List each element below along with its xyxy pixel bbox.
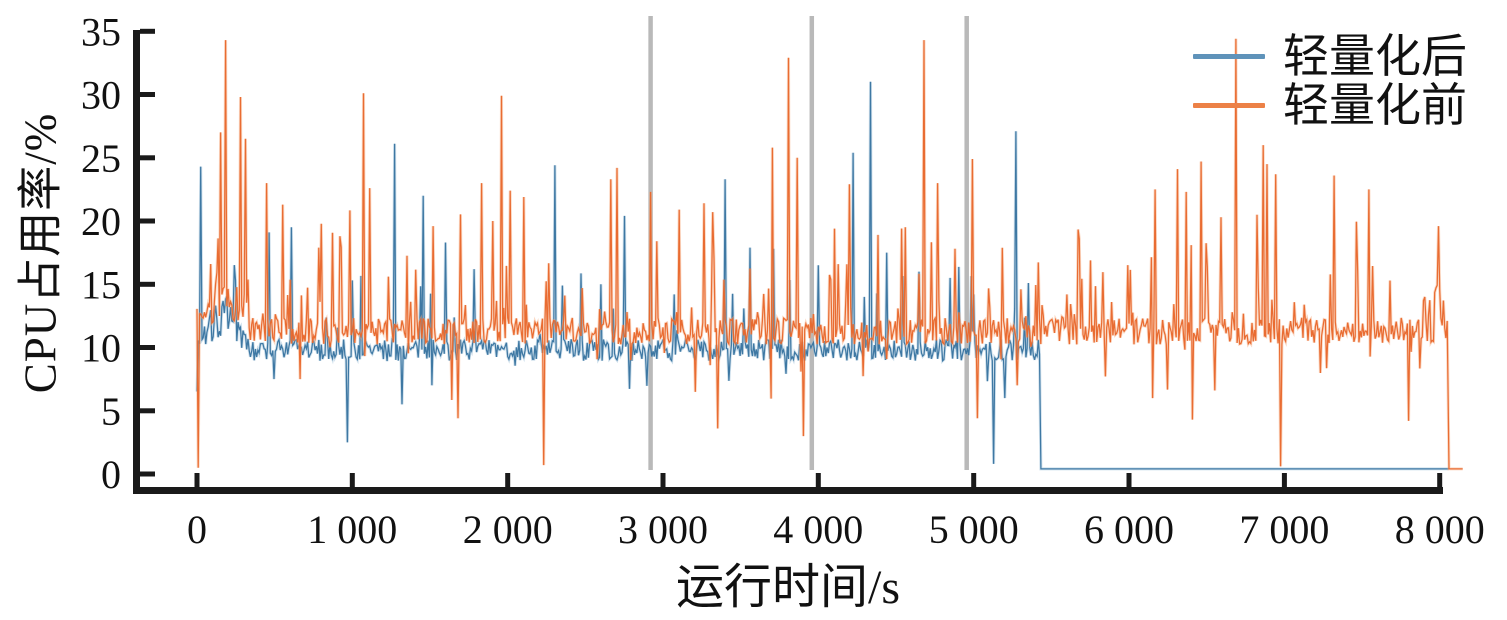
x-tick-label: 3 000 xyxy=(618,507,708,552)
x-tick-mark xyxy=(971,473,977,487)
x-tick-label: 8 000 xyxy=(1395,507,1485,552)
y-tick-mark xyxy=(140,471,155,477)
y-tick-mark xyxy=(140,28,155,34)
series-line-0 xyxy=(196,81,1449,470)
x-tick-mark xyxy=(660,473,666,487)
x-tick-label: 4 000 xyxy=(773,507,863,552)
x-tick-mark xyxy=(1126,473,1132,487)
legend-line-after-icon xyxy=(1193,54,1265,59)
x-tick-mark xyxy=(1437,473,1443,487)
x-tick-mark xyxy=(505,473,511,487)
y-tick-mark xyxy=(140,92,155,97)
y-tick-label: 35 xyxy=(81,9,121,54)
x-tick-mark xyxy=(815,473,821,487)
x-axis-spine xyxy=(133,487,1443,494)
legend-item-before: 轻量化前 xyxy=(1193,81,1467,130)
y-tick-label: 30 xyxy=(81,73,121,118)
x-tick-mark xyxy=(1281,473,1287,487)
y-axis-spine xyxy=(133,30,140,494)
legend-label-after: 轻量化后 xyxy=(1283,30,1467,82)
y-tick-label: 25 xyxy=(81,136,121,181)
x-tick-mark xyxy=(349,473,355,487)
y-tick-label: 10 xyxy=(81,326,121,371)
x-tick-mark xyxy=(194,473,200,487)
y-tick-label: 15 xyxy=(81,262,121,307)
y-tick-label: 5 xyxy=(101,389,121,434)
x-tick-label: 7 000 xyxy=(1239,507,1329,552)
x-tick-label: 1 000 xyxy=(307,507,397,552)
x-tick-label: 6 000 xyxy=(1084,507,1174,552)
legend-line-before-icon xyxy=(1193,103,1265,108)
x-tick-label: 0 xyxy=(187,507,207,552)
x-axis-title: 运行时间/s xyxy=(675,561,901,614)
legend-item-after: 轻量化后 xyxy=(1193,32,1467,81)
series-line-1 xyxy=(196,38,1463,470)
y-tick-mark xyxy=(140,408,155,414)
y-tick-label: 20 xyxy=(81,199,121,244)
y-axis-title: CPU占用率/% xyxy=(15,112,66,394)
x-tick-label: 5 000 xyxy=(929,507,1019,552)
y-tick-mark xyxy=(140,218,155,224)
legend: 轻量化后 轻量化前 xyxy=(1193,32,1467,130)
x-tick-label: 2 000 xyxy=(463,507,553,552)
y-tick-mark xyxy=(140,281,155,287)
legend-label-before: 轻量化前 xyxy=(1283,79,1467,131)
y-tick-label: 0 xyxy=(101,452,121,497)
y-tick-mark xyxy=(140,345,155,350)
y-tick-mark xyxy=(140,155,155,161)
